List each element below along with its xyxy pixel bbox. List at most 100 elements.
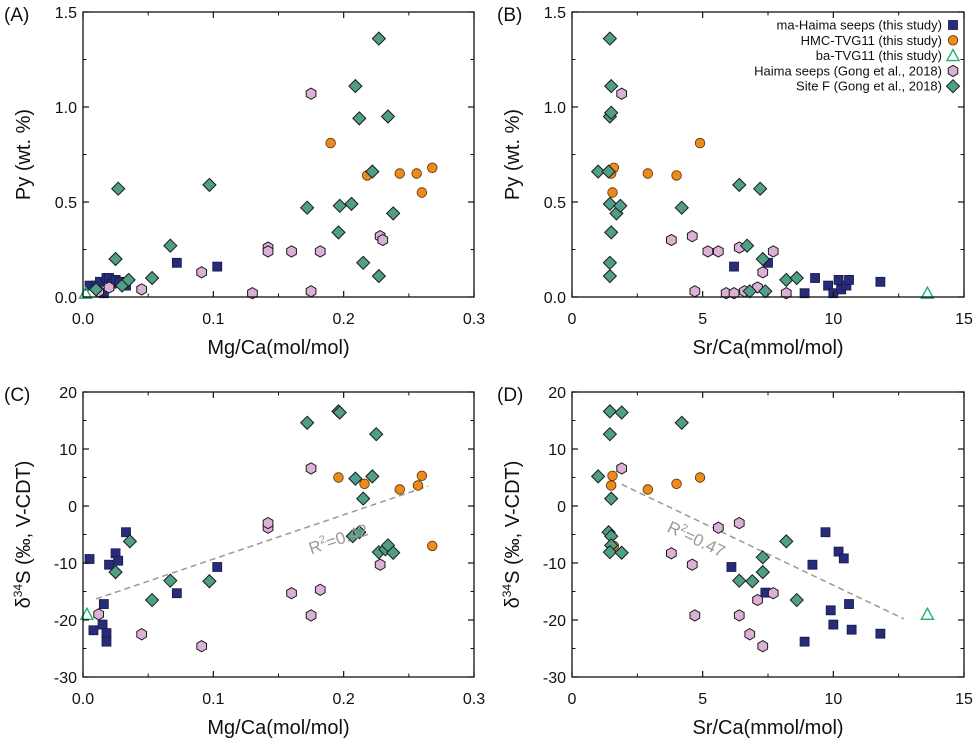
siteF-point (742, 284, 757, 299)
x-tick-label: 0.2 (333, 691, 355, 708)
siteF-point (163, 573, 178, 588)
siteF-point (779, 534, 794, 549)
hmc-point (671, 478, 682, 489)
siteF-point (755, 564, 770, 580)
ma-point (88, 625, 99, 636)
x-tick-label: 0.3 (463, 311, 485, 328)
hmc-point (416, 187, 428, 198)
siteF-point (732, 177, 747, 193)
siteF-point (602, 268, 618, 284)
ma-point (101, 628, 112, 639)
x-axis-title: Mg/Ca(mol/mol) (207, 717, 349, 739)
x-tick-label: 0 (568, 691, 577, 708)
haima-point (757, 266, 769, 279)
y-tick-label: -10 (543, 556, 566, 573)
y-axis-title: δ34S (‰, V-CDT) (11, 461, 35, 609)
siteF-point (745, 574, 760, 589)
legend-label-siteF: Site F (Gong et al., 2018) (796, 79, 942, 94)
siteF-point (144, 270, 160, 286)
y-tick-label: 0.5 (544, 195, 566, 212)
haima-point (616, 87, 627, 100)
x-axis-title: Sr/Ca(mmol/mol) (692, 717, 843, 739)
haima-point (733, 609, 745, 622)
siteF-point (603, 491, 619, 506)
haima-point (767, 587, 779, 600)
y-tick-label: -30 (54, 670, 77, 687)
ma-point (171, 257, 182, 268)
x-tick-label: 10 (824, 311, 842, 328)
siteF-point (331, 225, 346, 240)
y-axis-title: Py (wt. %) (13, 109, 35, 200)
ma-point (171, 588, 182, 599)
haima-point (666, 233, 677, 247)
ma-point (807, 559, 818, 570)
ma-point (844, 599, 854, 609)
siteF-point (365, 164, 380, 179)
panel-label: (B) (497, 5, 522, 26)
y-tick-label: -10 (54, 556, 77, 573)
hmc-point (642, 168, 653, 179)
siteF-point (122, 534, 138, 549)
siteF-point (752, 181, 768, 196)
siteF-point (352, 111, 367, 126)
siteF-point (739, 238, 755, 253)
haima-point (752, 593, 763, 607)
haima-point (247, 287, 258, 300)
siteF-point (602, 196, 618, 212)
y-tick-label: -20 (54, 613, 77, 630)
ma-point (846, 624, 857, 635)
y-tick-label: 20 (548, 385, 566, 402)
hmc-point (359, 478, 370, 489)
legend-label-ma: ma-Haima seeps (this study) (777, 18, 942, 33)
ma-point (799, 288, 810, 299)
haima-point (713, 245, 724, 258)
siteF-point (603, 105, 619, 120)
y-tick-label: 10 (548, 442, 566, 459)
haima-point (314, 583, 326, 596)
y-tick-label: 10 (59, 442, 77, 459)
y-axis-title: δ34S (‰, V-CDT) (500, 461, 524, 609)
hmc-point (694, 472, 706, 483)
panel-label: (D) (497, 385, 523, 406)
siteF-point (202, 177, 217, 193)
siteF-point (674, 200, 689, 215)
x-tick-label: 0.3 (463, 691, 485, 708)
legend-label-ba: ba-TVG11 (this study) (816, 48, 942, 63)
plot-frame (82, 11, 475, 298)
siteF-point (613, 198, 628, 214)
haima-point (374, 558, 386, 571)
r-squared-label: R2=0.42 (306, 520, 371, 559)
siteF-point (614, 545, 629, 560)
haima-point (196, 640, 207, 653)
ma-point (121, 527, 131, 538)
haima-point (305, 285, 317, 298)
haima-point (136, 628, 147, 641)
haima-point (702, 245, 714, 258)
trend-line (621, 483, 905, 620)
siteF-point (385, 206, 401, 221)
haima-point (286, 587, 297, 600)
haima-point (305, 87, 317, 100)
ma-point (833, 274, 844, 285)
ma-point (810, 273, 820, 283)
y-axis-title: Py (wt. %) (502, 109, 524, 200)
siteF-point (590, 469, 606, 484)
y-tick-label: -20 (543, 613, 566, 630)
ma-point (212, 261, 223, 272)
ma-point (875, 276, 886, 287)
siteF-point (332, 198, 347, 214)
hmc-point (607, 470, 618, 481)
siteF-point (121, 272, 136, 288)
y-tick-label: 1.0 (544, 100, 566, 117)
haima-point (103, 281, 115, 294)
siteF-point (601, 164, 616, 179)
x-tick-label: 15 (955, 311, 973, 328)
siteF-point (108, 564, 123, 580)
siteF-point (603, 78, 619, 94)
legend: ma-Haima seeps (this study)HMC-TVG11 (th… (754, 18, 961, 94)
x-tick-label: 5 (698, 311, 707, 328)
hmc-point (411, 168, 422, 179)
x-tick-label: 0.0 (72, 311, 94, 328)
haima-point (286, 245, 297, 258)
